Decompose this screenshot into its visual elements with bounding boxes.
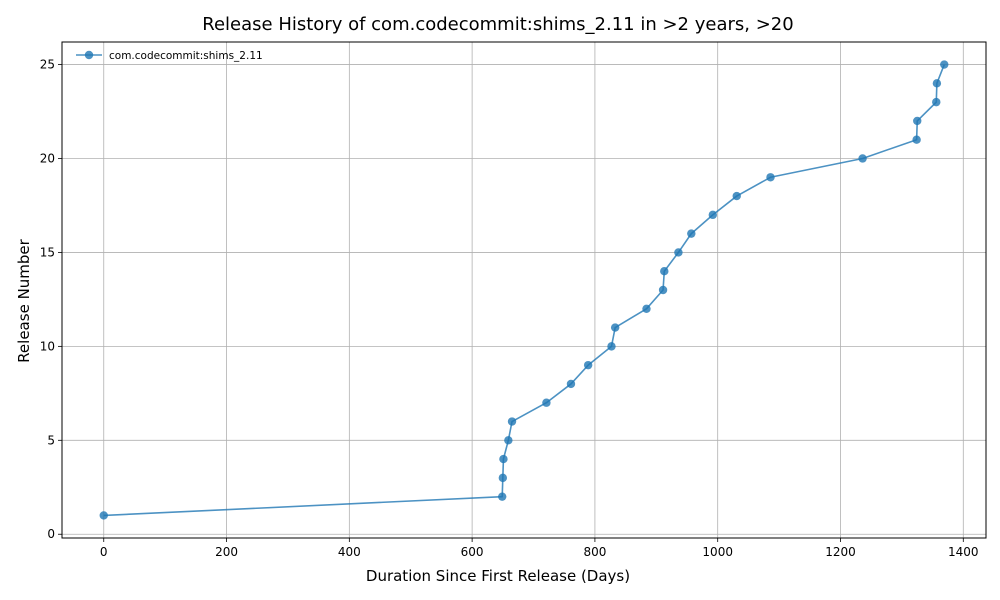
data-point [642,304,651,313]
data-point [932,79,942,88]
data-point [674,248,683,257]
data-point [708,210,717,220]
x-tick-label: 200 [215,545,238,559]
data-point [607,342,616,351]
x-tick-label: 800 [583,545,606,559]
data-point [610,323,620,332]
y-tick-label: 20 [40,151,55,165]
plot-frame [61,41,987,539]
chart-title: Release History of com.codecommit:shims_… [202,14,793,35]
x-tick-label: 400 [338,545,361,559]
legend-entry-label: com.codecommit:shims_2.11 [109,50,263,62]
axis-ticks: 0 200 400 600 800 1000 1200 1400 0 5 10 15 20 25 [40,58,979,559]
x-tick-label: 1400 [948,545,979,559]
data-point [507,417,517,426]
data-point [542,398,551,407]
data-point [912,135,921,144]
data-point [498,492,507,501]
grid-lines [62,42,986,538]
legend: com.codecommit:shims_2.11 [76,50,263,62]
data-point [583,360,593,370]
series-layer [99,60,949,520]
x-tick-label: 1200 [825,545,856,559]
data-point [99,511,108,520]
data-point [940,60,949,69]
data-point [932,97,941,107]
data-point [504,436,513,445]
y-tick-label: 5 [47,433,55,447]
data-point [858,154,867,163]
data-point [687,229,696,238]
data-point [658,285,668,295]
data-point [498,473,508,483]
data-point [660,267,669,276]
y-tick-label: 25 [40,58,55,72]
legend-marker-swatch [84,50,94,60]
data-point [766,173,775,182]
data-point [913,116,922,126]
x-tick-label: 0 [100,545,108,559]
y-axis-title: Release Number [15,238,33,362]
y-tick-label: 0 [47,527,55,541]
data-point [499,454,508,464]
x-tick-label: 600 [461,545,484,559]
data-point [566,379,576,389]
x-axis-title: Duration Since First Release (Days) [366,567,630,585]
x-tick-label: 1000 [702,545,733,559]
data-point [732,191,741,201]
y-tick-label: 10 [40,339,55,353]
y-tick-label: 15 [40,245,55,259]
